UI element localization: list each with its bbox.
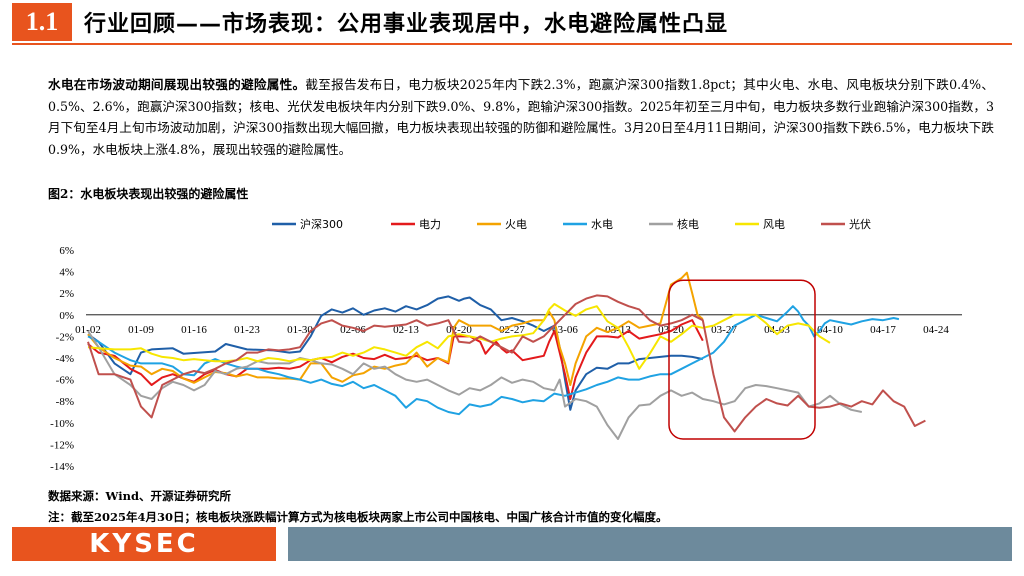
x-tick-label: 01-16 [181,324,207,336]
series-line [87,330,863,440]
series-line [87,294,926,433]
legend-label: 电力 [419,218,441,231]
highlight-box [668,279,816,440]
x-tick-label: 03-06 [552,324,578,336]
legend-label: 光伏 [849,217,871,231]
y-tick-label: -10% [50,418,74,430]
y-tick-label: 0% [59,310,74,322]
x-tick-label: 01-02 [75,324,101,336]
legend-label: 核电 [677,217,699,231]
y-tick-label: 2% [59,288,74,300]
y-tick-label: -2% [56,331,74,343]
data-source: 数据来源：Wind、开源证券研究所 [48,489,231,503]
x-tick-label: 04-17 [870,324,896,336]
y-tick-label: -12% [50,439,74,451]
x-tick-label: 01-09 [128,324,154,336]
x-tick-label: 02-13 [393,324,419,336]
title-divider [12,43,1012,45]
logo-text: KYSEC [89,529,199,559]
page-title: 行业回顾——市场表现：公用事业表现居中，水电避险属性凸显 [84,12,729,37]
figure-title: 图2：水电板块表现出较强的避险属性 [48,187,249,201]
body-paragraph: 水电在市场波动期间展现出较强的避险属性。截至报告发布日，电力板块2025年内下跌… [48,74,994,160]
y-tick-label: -14% [50,461,74,473]
x-tick-label: 01-23 [234,324,260,336]
series-line [87,303,831,370]
x-tick-label: 04-10 [817,324,843,336]
series-line [87,295,704,411]
body-text: 截至报告发布日，电力板块2025年内下跌2.3%，跑赢沪深300指数1.8pct… [48,77,994,157]
y-tick-label: -8% [56,396,74,408]
x-tick-label: 01-30 [287,324,313,336]
footer-bar [288,527,1012,561]
body-lead: 水电在市场波动期间展现出较强的避险属性。 [48,77,306,92]
x-tick-label: 02-27 [499,324,525,336]
legend-label: 风电 [763,218,785,231]
section-number: 1.1 [12,3,72,41]
y-tick-label: -6% [56,375,74,387]
y-tick-label: 4% [59,267,74,279]
x-tick-label: 04-24 [923,324,949,336]
y-tick-label: 6% [59,245,74,257]
series-line [87,271,704,386]
legend-label: 水电 [591,218,613,231]
footnote: 注：截至2025年4月30日；核电板块涨跌幅计算方式为核电板块两家上市公司中国核… [48,510,668,524]
legend-label: 火电 [505,218,527,231]
legend-label: 沪深300 [300,217,343,231]
brand-logo: KYSEC [12,527,276,561]
line-chart: 6% 4% 2% 0% -2% -4% -6% -8% -10% -12% -14% 01-02 01-… [50,217,962,473]
y-tick-label: -4% [56,353,74,365]
